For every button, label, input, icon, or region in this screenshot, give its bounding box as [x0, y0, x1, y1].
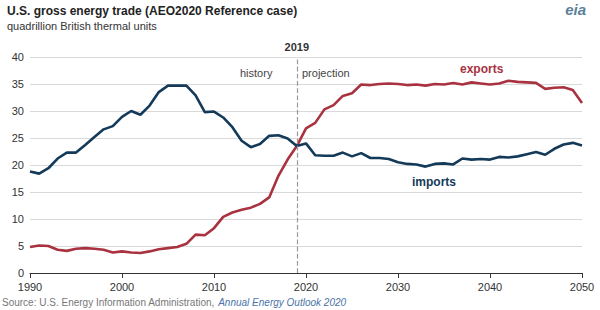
svg-text:projection: projection — [302, 67, 350, 79]
svg-text:25: 25 — [12, 132, 24, 144]
svg-text:2010: 2010 — [202, 281, 226, 293]
svg-text:2040: 2040 — [478, 281, 502, 293]
svg-text:15: 15 — [12, 186, 24, 198]
svg-text:history: history — [240, 67, 273, 79]
svg-text:imports: imports — [412, 175, 456, 189]
svg-text:35: 35 — [12, 78, 24, 90]
svg-text:20: 20 — [12, 159, 24, 171]
svg-text:Source: U.S. Energy Informatio: Source: U.S. Energy Information Administ… — [2, 297, 214, 308]
svg-text:2019: 2019 — [285, 41, 309, 53]
svg-text:2000: 2000 — [110, 281, 134, 293]
svg-text:5: 5 — [18, 240, 24, 252]
svg-text:2050: 2050 — [570, 281, 594, 293]
svg-text:U.S. gross energy trade (AEO20: U.S. gross energy trade (AEO2020 Referen… — [7, 4, 297, 18]
svg-text:10: 10 — [12, 213, 24, 225]
svg-text:quadrillion British thermal un: quadrillion British thermal units — [7, 20, 157, 32]
svg-text:1990: 1990 — [18, 281, 42, 293]
svg-text:0: 0 — [18, 267, 24, 279]
svg-text:Annual Energy Outlook 2020: Annual Energy Outlook 2020 — [217, 297, 346, 308]
svg-text:40: 40 — [12, 51, 24, 63]
svg-text:2030: 2030 — [386, 281, 410, 293]
svg-text:2020: 2020 — [294, 281, 318, 293]
svg-text:30: 30 — [12, 105, 24, 117]
svg-text:exports: exports — [460, 62, 504, 76]
svg-text:eia: eia — [565, 1, 586, 18]
